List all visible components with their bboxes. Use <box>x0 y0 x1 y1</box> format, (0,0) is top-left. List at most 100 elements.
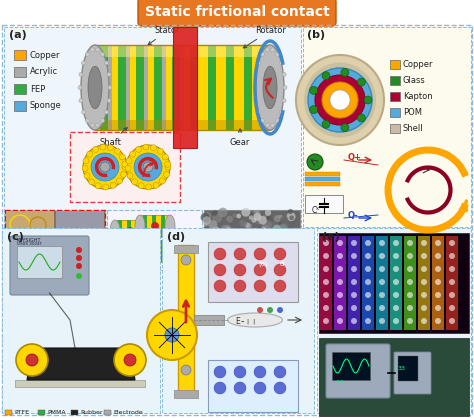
Circle shape <box>237 247 243 253</box>
Text: Static frictional contact: Static frictional contact <box>145 5 329 20</box>
Circle shape <box>147 310 197 360</box>
Bar <box>161 215 165 237</box>
Circle shape <box>26 354 38 366</box>
Text: POM: POM <box>403 108 422 117</box>
Circle shape <box>78 86 82 89</box>
Circle shape <box>252 260 261 269</box>
Circle shape <box>214 210 218 214</box>
Bar <box>71 410 78 415</box>
Bar <box>332 352 370 380</box>
Circle shape <box>273 234 282 244</box>
Circle shape <box>407 279 413 285</box>
Bar <box>262 45 270 130</box>
Circle shape <box>337 318 343 324</box>
Circle shape <box>120 171 127 178</box>
Circle shape <box>272 255 276 259</box>
Text: 33: 33 <box>398 366 406 371</box>
Ellipse shape <box>263 66 277 109</box>
Circle shape <box>236 239 242 245</box>
Circle shape <box>292 230 301 239</box>
Circle shape <box>225 227 230 232</box>
Circle shape <box>234 280 246 292</box>
Circle shape <box>280 254 285 259</box>
Circle shape <box>341 69 349 76</box>
Circle shape <box>257 257 265 264</box>
Bar <box>305 195 343 213</box>
Bar <box>126 45 130 130</box>
Bar <box>162 45 166 130</box>
Circle shape <box>100 52 104 56</box>
Circle shape <box>212 211 217 216</box>
Circle shape <box>435 305 441 311</box>
Circle shape <box>256 61 261 65</box>
Polygon shape <box>307 200 313 207</box>
Circle shape <box>264 234 271 242</box>
Bar <box>14 50 26 60</box>
Circle shape <box>239 219 247 227</box>
Bar <box>390 60 400 69</box>
Circle shape <box>449 266 455 272</box>
Circle shape <box>126 158 132 164</box>
Circle shape <box>407 240 413 246</box>
Circle shape <box>165 328 179 342</box>
Circle shape <box>236 263 244 271</box>
Circle shape <box>79 99 83 102</box>
Bar <box>6 240 54 269</box>
Circle shape <box>270 221 279 231</box>
Circle shape <box>256 213 264 220</box>
Circle shape <box>265 48 269 52</box>
Text: -: - <box>241 316 245 326</box>
Circle shape <box>215 233 221 240</box>
Circle shape <box>292 227 301 236</box>
Bar <box>180 45 184 130</box>
Circle shape <box>357 114 365 122</box>
Circle shape <box>122 161 128 167</box>
Circle shape <box>275 52 280 56</box>
Circle shape <box>264 211 268 215</box>
Bar <box>38 410 45 415</box>
Circle shape <box>280 61 283 65</box>
Circle shape <box>214 256 219 261</box>
Bar <box>118 240 122 262</box>
Circle shape <box>202 216 211 224</box>
Circle shape <box>255 227 263 234</box>
Bar <box>95 45 270 130</box>
Circle shape <box>264 247 272 256</box>
Circle shape <box>286 212 296 221</box>
Circle shape <box>232 247 241 256</box>
Text: Rubber: Rubber <box>80 410 102 415</box>
Circle shape <box>357 78 365 86</box>
Text: Rotator: Rotator <box>243 26 286 48</box>
Circle shape <box>207 224 213 230</box>
Circle shape <box>449 318 455 324</box>
Circle shape <box>271 48 274 52</box>
Circle shape <box>231 242 236 247</box>
Circle shape <box>379 240 385 246</box>
Circle shape <box>365 292 371 298</box>
Polygon shape <box>27 348 135 380</box>
Bar <box>390 76 400 85</box>
Circle shape <box>241 263 250 272</box>
Circle shape <box>229 259 237 268</box>
Circle shape <box>330 90 350 110</box>
Circle shape <box>132 179 137 185</box>
Bar <box>118 45 126 130</box>
Bar <box>95 45 270 57</box>
Circle shape <box>288 237 292 242</box>
Circle shape <box>379 305 385 311</box>
Circle shape <box>143 144 149 150</box>
FancyBboxPatch shape <box>138 0 336 26</box>
Circle shape <box>323 318 329 324</box>
Bar <box>390 124 400 133</box>
Circle shape <box>242 255 250 263</box>
Circle shape <box>124 354 136 366</box>
Circle shape <box>126 145 170 189</box>
Bar <box>174 245 198 253</box>
Circle shape <box>138 183 144 189</box>
Circle shape <box>230 235 239 245</box>
Circle shape <box>215 246 224 254</box>
Circle shape <box>213 231 218 235</box>
Circle shape <box>136 146 142 152</box>
Bar <box>56 211 104 269</box>
Circle shape <box>364 96 372 104</box>
